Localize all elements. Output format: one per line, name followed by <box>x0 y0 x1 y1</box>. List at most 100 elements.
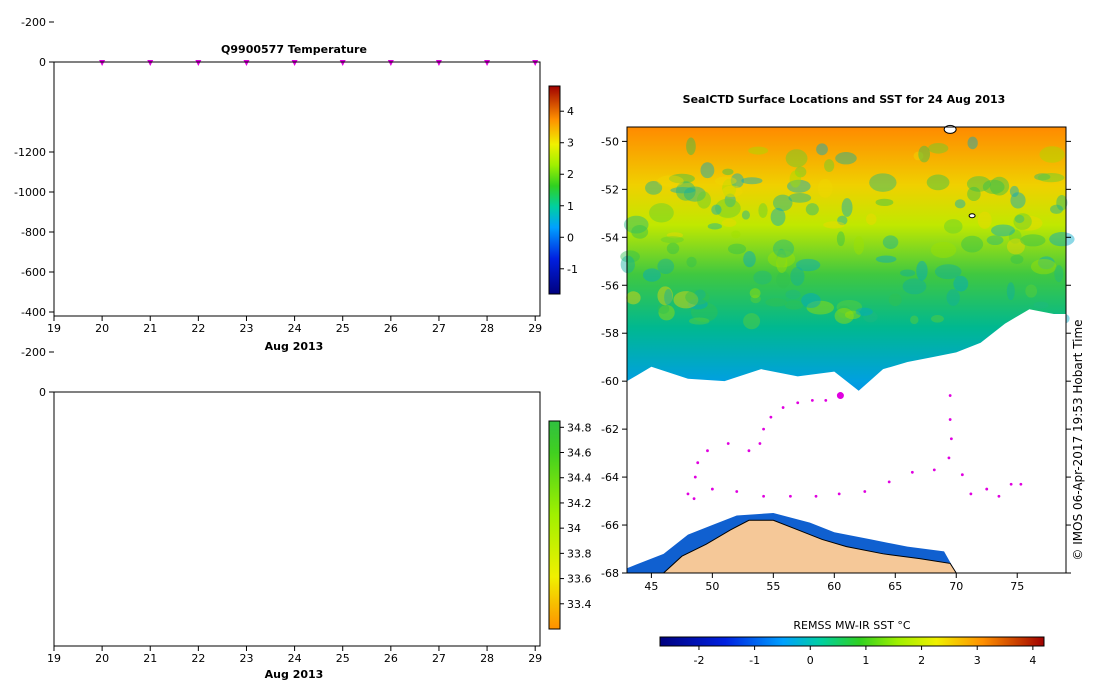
track-point <box>1019 482 1023 486</box>
sst-colorbar-tick-label: 2 <box>918 654 925 667</box>
track-point <box>758 442 762 445</box>
track-point <box>837 492 841 496</box>
x-tick-label: 25 <box>336 322 350 335</box>
sst-map <box>620 124 1075 574</box>
salinity-y-axis: 0 -200 -400 -600 -800 -1000 -1200 <box>14 146 54 399</box>
sst-patch <box>776 271 791 289</box>
temperature-x-axis: 19 20 21 22 23 24 25 26 27 28 29 <box>47 316 542 335</box>
y-tick-label: -200 <box>21 346 46 359</box>
sst-patch <box>758 203 768 218</box>
sst-patch <box>770 207 786 226</box>
sst-patch <box>686 137 696 156</box>
sst-patch <box>1006 282 1015 301</box>
map-x-tick-label: 50 <box>705 580 719 593</box>
track-point <box>796 401 800 405</box>
sst-patch <box>657 303 670 315</box>
sst-patch <box>722 178 737 198</box>
profile-marker <box>291 60 298 66</box>
sst-patch <box>882 235 899 249</box>
x-tick-label: 21 <box>143 652 157 665</box>
sst-patch <box>967 136 978 150</box>
sst-patch <box>685 289 710 305</box>
temperature-y-axis: 0-200-400-600-800-1000-1200 <box>21 16 54 69</box>
sst-patch <box>687 298 708 310</box>
sst-patch <box>805 203 819 216</box>
sst-patch <box>1010 192 1026 209</box>
sst-patch <box>806 300 835 315</box>
y-tick-label: -600 <box>21 266 46 279</box>
sst-patch <box>953 275 969 292</box>
profile-marker <box>339 60 346 66</box>
sst-patch <box>837 305 851 319</box>
sst-patch <box>666 242 680 255</box>
track-point <box>810 398 814 402</box>
colorbar-tick-label: 33.6 <box>567 573 592 586</box>
sst-patch <box>767 250 796 268</box>
profile-marker <box>147 60 154 66</box>
sst-patch <box>1014 215 1043 231</box>
sst-patch <box>690 302 718 323</box>
sst-patch <box>1008 229 1022 244</box>
x-tick-label: 20 <box>95 652 109 665</box>
sst-patch <box>961 235 984 253</box>
sst-patch <box>664 288 673 306</box>
profile-marker <box>243 60 250 66</box>
sst-patch <box>926 174 950 191</box>
sst-patch <box>966 176 991 192</box>
sst-patch <box>785 289 801 300</box>
sst-patch <box>863 311 878 323</box>
sst-patch <box>772 194 793 212</box>
sst-patch <box>620 255 635 274</box>
sst-patch <box>1013 213 1032 230</box>
track-point <box>769 415 773 419</box>
sst-patch <box>1009 185 1019 197</box>
map-y-tick-label: -56 <box>601 279 619 292</box>
track-point <box>696 461 700 465</box>
colorbar-tick-label: 1 <box>567 200 574 213</box>
sst-patch <box>620 250 640 263</box>
map-x-tick-label: 75 <box>1010 580 1024 593</box>
sst-patch <box>673 291 699 309</box>
sst-patch <box>836 231 845 247</box>
sst-patch <box>795 258 821 272</box>
sst-patch <box>869 173 897 192</box>
sst-patch <box>1056 195 1068 211</box>
y-tick-label: 0 <box>39 56 46 69</box>
y-tick-label: 0 <box>39 386 46 399</box>
sst-patch <box>1054 265 1064 283</box>
sst-patch <box>1039 146 1065 163</box>
sst-patch <box>626 291 641 305</box>
sst-patch <box>707 223 723 230</box>
x-tick-label: 19 <box>47 322 61 335</box>
sst-patch <box>714 176 737 186</box>
sst-patch <box>888 293 902 307</box>
map-y-axis: -50 -52 -54 -56 -58 -60 -62 -64 -66 -68 <box>601 135 1071 580</box>
track-point <box>960 473 964 477</box>
salinity-plot-frame <box>53 391 541 647</box>
sst-patch <box>660 236 684 244</box>
sst-patch <box>913 151 924 161</box>
sst-patch <box>794 166 807 178</box>
current-position <box>836 392 844 400</box>
track-point <box>947 456 951 460</box>
sst-patch <box>711 204 722 215</box>
sst-patch <box>1033 301 1049 309</box>
colorbar-tick-label: 0 <box>567 231 574 244</box>
track-point <box>693 475 697 479</box>
map-y-tick-label: -62 <box>601 423 619 436</box>
sst-patch <box>853 236 865 255</box>
map-title: SealCTD Surface Locations and SST for 24… <box>683 93 1006 106</box>
sst-patch <box>722 168 734 176</box>
sst-patch <box>743 313 761 330</box>
profile-marker <box>195 60 202 66</box>
track-point <box>762 494 765 498</box>
x-tick-label: 22 <box>191 322 205 335</box>
sst-patch <box>900 269 916 277</box>
colorbar-tick-label: 33.4 <box>567 598 592 611</box>
sst-patch <box>787 179 811 193</box>
sst-patch <box>670 187 696 194</box>
sst-colorbar-label: REMSS MW-IR SST °C <box>793 619 911 632</box>
colorbar-tick-label: 34.8 <box>567 421 592 434</box>
track-point <box>686 492 690 496</box>
